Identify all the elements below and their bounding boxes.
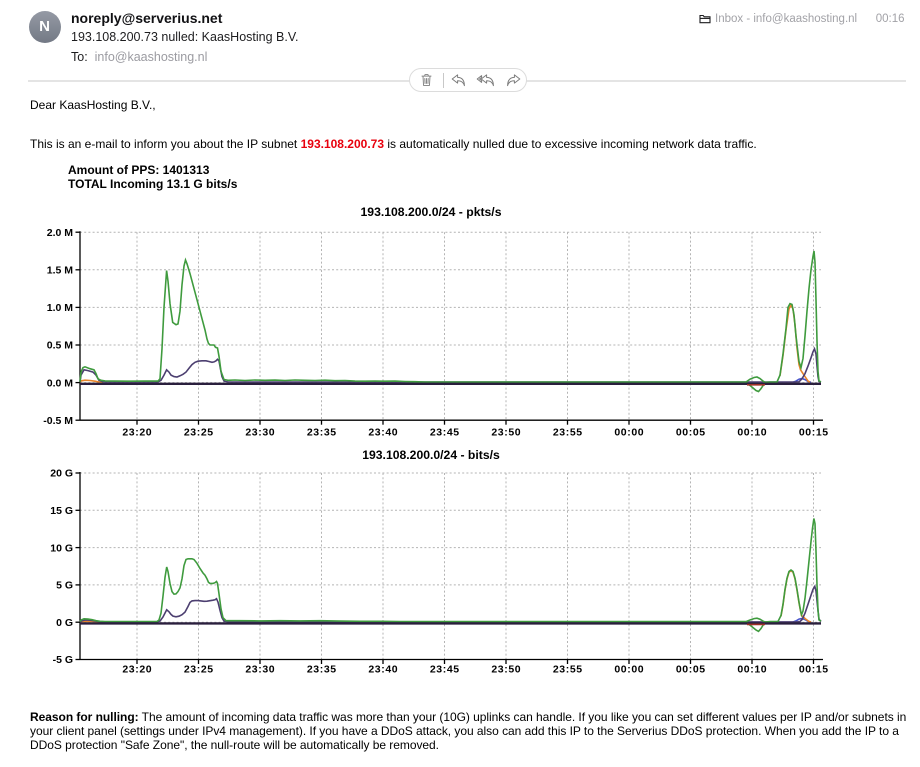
svg-text:23:25: 23:25	[184, 427, 214, 439]
svg-text:23:45: 23:45	[430, 664, 460, 676]
svg-text:23:40: 23:40	[368, 427, 398, 439]
svg-text:00:10: 00:10	[737, 427, 767, 439]
svg-text:00:05: 00:05	[676, 427, 706, 439]
svg-text:23:25: 23:25	[184, 664, 214, 676]
svg-text:23:30: 23:30	[245, 664, 275, 676]
svg-text:193.108.200.0/24 - pkts/s: 193.108.200.0/24 - pkts/s	[361, 205, 502, 219]
svg-text:23:35: 23:35	[307, 427, 337, 439]
svg-text:-0.5 M: -0.5 M	[43, 415, 73, 427]
svg-text:00:05: 00:05	[676, 664, 706, 676]
svg-text:23:55: 23:55	[553, 664, 583, 676]
svg-text:0.0 M: 0.0 M	[47, 377, 74, 389]
svg-text:1.5 M: 1.5 M	[47, 265, 74, 277]
svg-text:193.108.200.0/24 - bits/s: 193.108.200.0/24 - bits/s	[362, 448, 500, 462]
svg-text:00:15: 00:15	[799, 427, 829, 439]
svg-text:00:15: 00:15	[799, 664, 829, 676]
svg-text:23:30: 23:30	[245, 427, 275, 439]
svg-text:00:00: 00:00	[614, 427, 644, 439]
svg-text:5 G: 5 G	[56, 580, 73, 592]
svg-text:-5 G: -5 G	[53, 654, 73, 666]
svg-text:10 G: 10 G	[50, 542, 73, 554]
svg-text:23:45: 23:45	[430, 427, 460, 439]
svg-text:2.0 M: 2.0 M	[47, 227, 74, 239]
svg-text:23:50: 23:50	[491, 664, 521, 676]
svg-text:00:00: 00:00	[614, 664, 644, 676]
svg-text:00:10: 00:10	[737, 664, 767, 676]
svg-text:23:20: 23:20	[122, 427, 152, 439]
svg-text:0.5 M: 0.5 M	[47, 340, 74, 352]
svg-text:0 G: 0 G	[56, 617, 73, 629]
svg-text:23:35: 23:35	[307, 664, 337, 676]
svg-text:23:50: 23:50	[491, 427, 521, 439]
svg-text:23:55: 23:55	[553, 427, 583, 439]
svg-text:1.0 M: 1.0 M	[47, 302, 74, 314]
svg-text:20 G: 20 G	[50, 468, 73, 480]
svg-text:23:20: 23:20	[122, 664, 152, 676]
svg-text:15 G: 15 G	[50, 505, 73, 517]
svg-text:23:40: 23:40	[368, 664, 398, 676]
